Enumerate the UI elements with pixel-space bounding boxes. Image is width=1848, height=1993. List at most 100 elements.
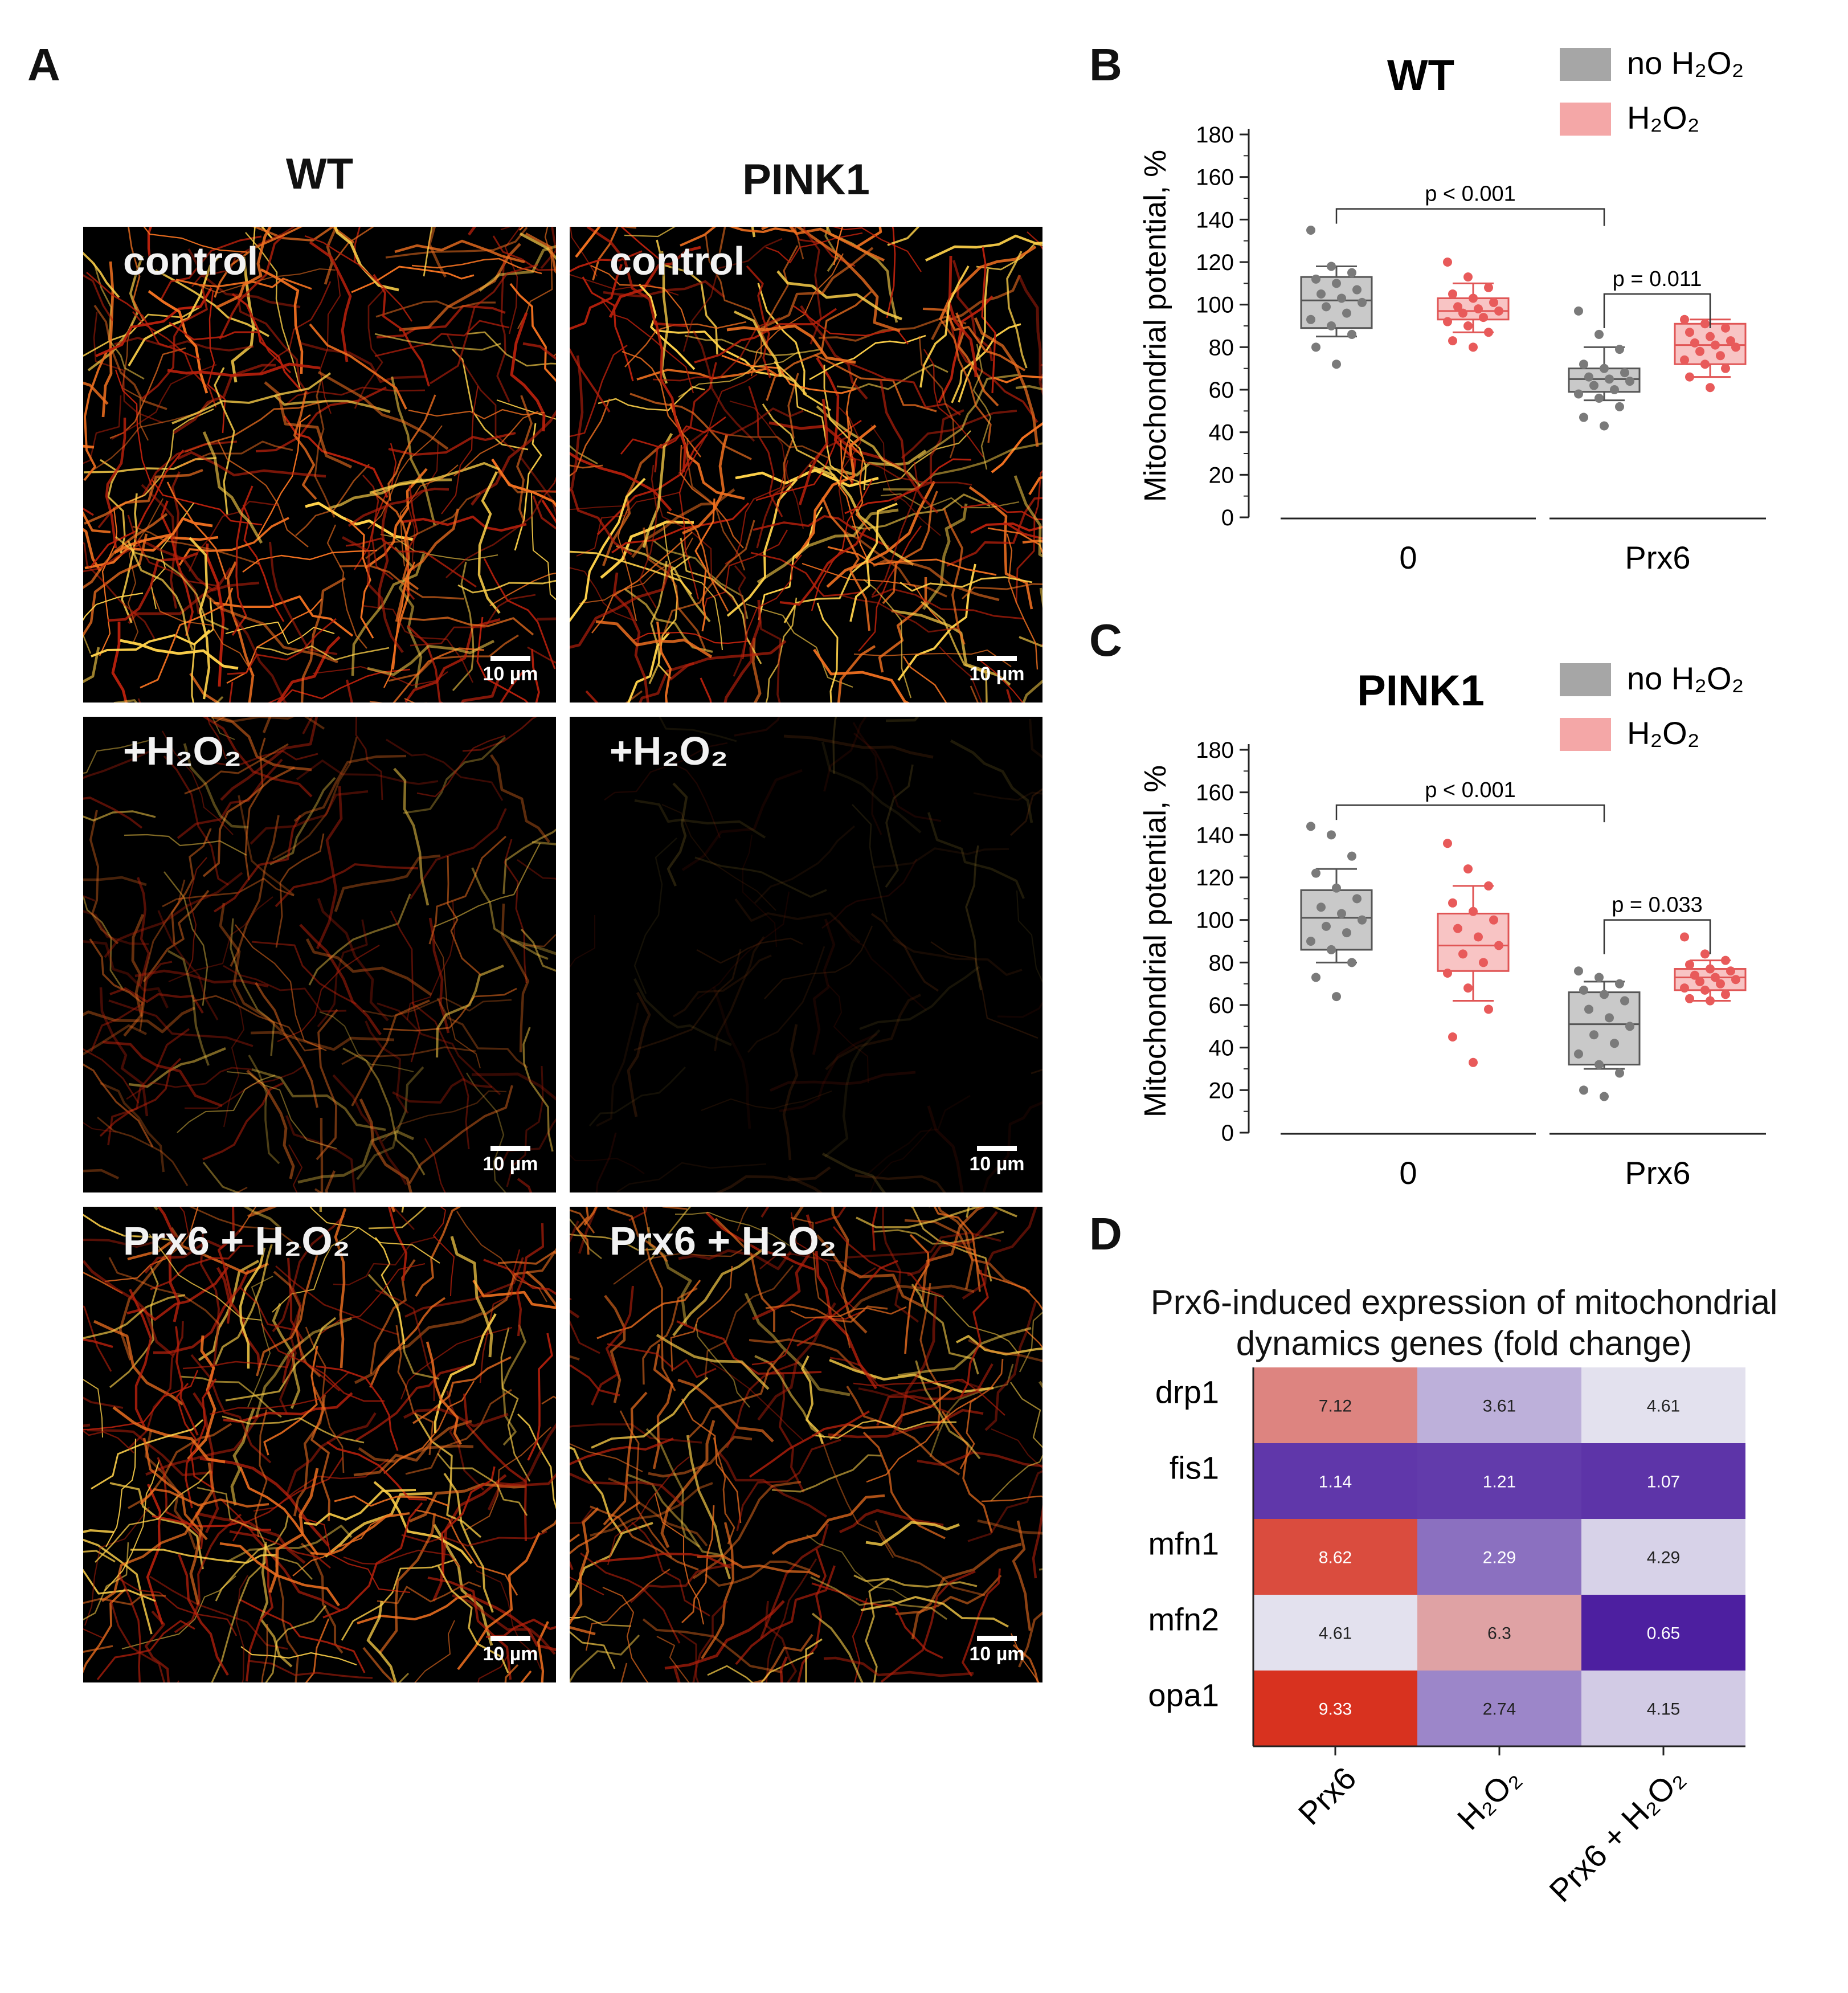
data-point [1327, 321, 1336, 330]
heatmap-title: Prx6-induced expression of mitochondrial… [1150, 1283, 1778, 1362]
y-tick-label: 160 [1196, 781, 1234, 806]
data-point [1342, 308, 1351, 318]
data-point [1448, 336, 1457, 346]
y-tick-label: 60 [1209, 378, 1234, 403]
data-point [1579, 1085, 1588, 1095]
data-point [1453, 302, 1462, 312]
scale-bar-line [977, 1636, 1017, 1641]
heatmap-cell-value: 7.12 [1319, 1397, 1352, 1416]
y-tick-label: 120 [1196, 865, 1234, 891]
heatmap-cell [1581, 1519, 1745, 1595]
heatmap-cell [1417, 1671, 1581, 1746]
heatmap-cell [1417, 1367, 1581, 1443]
data-point [1494, 941, 1503, 950]
data-point [1347, 329, 1356, 339]
data-point [1726, 966, 1735, 976]
data-point [1625, 1022, 1634, 1031]
data-point [1600, 990, 1609, 999]
data-point [1306, 226, 1315, 235]
microscopy-image-2: control 10 µm [570, 227, 1042, 703]
microscopy-image-6: Prx6 + H₂O₂ 10 µm [570, 1207, 1042, 1682]
data-point [1680, 355, 1689, 365]
mitochondria-network-4 [570, 717, 1042, 1192]
heatmap-cell-value: 3.61 [1483, 1397, 1516, 1416]
data-point [1484, 1004, 1493, 1014]
y-tick-label: 160 [1196, 165, 1234, 190]
scale-bar-line [490, 1636, 530, 1641]
heatmap-cell-value: 1.07 [1647, 1473, 1680, 1492]
y-axis-label: Mitochondrial potential, % [1138, 765, 1172, 1117]
data-point [1706, 996, 1715, 1006]
heatmap-chart: 7.12 3.61 4.61 1.14 1.21 1.07 8.62 2.29 4.29 4.61… [1148, 1367, 1745, 1909]
data-point [1322, 921, 1331, 931]
data-point [1574, 966, 1583, 976]
data-point [1706, 964, 1715, 974]
significance-bracket [1335, 208, 1605, 226]
data-point [1484, 881, 1493, 891]
data-point [1332, 992, 1341, 1002]
data-point [1347, 958, 1356, 967]
data-point [1690, 338, 1699, 348]
data-point [1352, 894, 1362, 904]
microscopy-image-3: +H₂O₂ 10 µm [83, 717, 556, 1192]
data-point [1484, 283, 1493, 292]
data-point [1731, 342, 1740, 352]
data-point [1605, 374, 1614, 384]
legend-swatch [1560, 103, 1611, 136]
heatmap-row-label: drp1 [1155, 1374, 1219, 1410]
data-point [1474, 304, 1483, 314]
data-point [1317, 902, 1326, 912]
heatmap-cell [1417, 1595, 1581, 1671]
column-title-wt: WT [285, 150, 354, 198]
y-axis-label: Mitochondrial potential, % [1138, 150, 1172, 502]
data-point [1463, 321, 1473, 330]
data-point [1311, 868, 1320, 878]
heatmap-cell [1581, 1671, 1745, 1746]
scale-bar-label: 10 µm [969, 663, 1025, 685]
scale-bar: 10 µm [483, 1636, 538, 1665]
image-condition-label: +H₂O₂ [610, 729, 729, 773]
data-point [1489, 297, 1498, 307]
data-point [1347, 268, 1356, 277]
significance-bracket [1335, 804, 1605, 823]
panel-letter-d: D [1089, 1208, 1122, 1259]
heatmap-cell [1253, 1671, 1417, 1746]
scale-bar-line [490, 656, 530, 661]
data-point [1589, 1030, 1598, 1040]
data-point [1574, 1049, 1583, 1059]
box-chart-pink1: PINK1 0 20 40 60 80 100 120 140 160 180 Mitochondri… [1138, 660, 1766, 1191]
mitochondria-network-1 [83, 227, 556, 703]
data-point [1469, 342, 1478, 352]
data-point [1489, 915, 1498, 925]
data-point [1443, 969, 1452, 978]
data-point [1463, 983, 1473, 993]
data-point [1625, 377, 1634, 386]
heatmap-cell-value: 9.33 [1319, 1700, 1352, 1719]
data-point [1332, 279, 1341, 288]
y-tick-label: 0 [1221, 505, 1234, 530]
y-tick-label: 20 [1209, 1078, 1234, 1103]
heatmap-cell-value: 6.3 [1487, 1624, 1511, 1643]
data-point [1347, 851, 1356, 861]
scale-bar-line [490, 1146, 530, 1151]
data-point [1479, 958, 1488, 967]
data-point [1453, 924, 1462, 933]
y-tick-label: 180 [1196, 738, 1234, 763]
data-point [1700, 360, 1710, 369]
panel-letter-c: C [1089, 615, 1122, 665]
image-condition-label: Prx6 + H₂O₂ [610, 1219, 837, 1263]
data-point [1579, 360, 1588, 369]
image-condition-label: +H₂O₂ [123, 729, 242, 773]
mitochondria-network-6 [570, 1207, 1042, 1682]
data-point [1327, 830, 1336, 840]
data-point [1721, 364, 1730, 373]
scale-bar: 10 µm [969, 656, 1025, 685]
data-point [1327, 945, 1336, 954]
data-point [1605, 1013, 1614, 1023]
group-label: 0 [1399, 1155, 1417, 1191]
significance-bracket [1603, 919, 1711, 954]
data-point [1721, 955, 1730, 965]
data-point [1600, 364, 1609, 373]
data-point [1443, 317, 1452, 326]
data-point [1443, 258, 1452, 267]
